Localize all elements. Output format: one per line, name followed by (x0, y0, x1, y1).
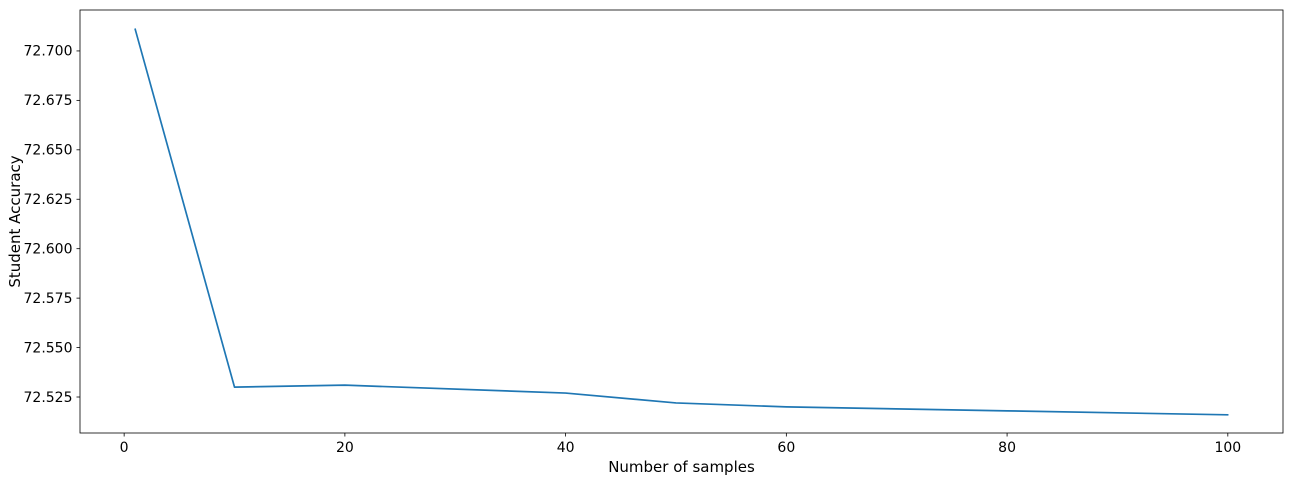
y-tick-label: 72.525 (24, 390, 73, 406)
y-axis-label: Student Accuracy (6, 155, 24, 287)
y-tick-label: 72.600 (24, 241, 73, 257)
plot-border (79, 9, 1284, 434)
x-axis-label: Number of samples (608, 458, 755, 476)
y-tick-label: 72.650 (24, 143, 73, 159)
y-tick-label: 72.550 (24, 340, 73, 356)
accuracy-line (134, 28, 1229, 416)
x-tick-label: 40 (557, 440, 575, 456)
x-tick-label: 20 (336, 440, 354, 456)
y-tick-label: 72.575 (24, 291, 73, 307)
x-tick-label: 100 (1214, 440, 1241, 456)
x-tick-label: 60 (777, 440, 795, 456)
y-tick-label: 72.675 (24, 93, 73, 109)
y-tick-label: 72.625 (24, 192, 73, 208)
x-tick-label: 80 (998, 440, 1016, 456)
x-tick-label: 0 (120, 440, 129, 456)
y-tick-label: 72.700 (24, 44, 73, 60)
